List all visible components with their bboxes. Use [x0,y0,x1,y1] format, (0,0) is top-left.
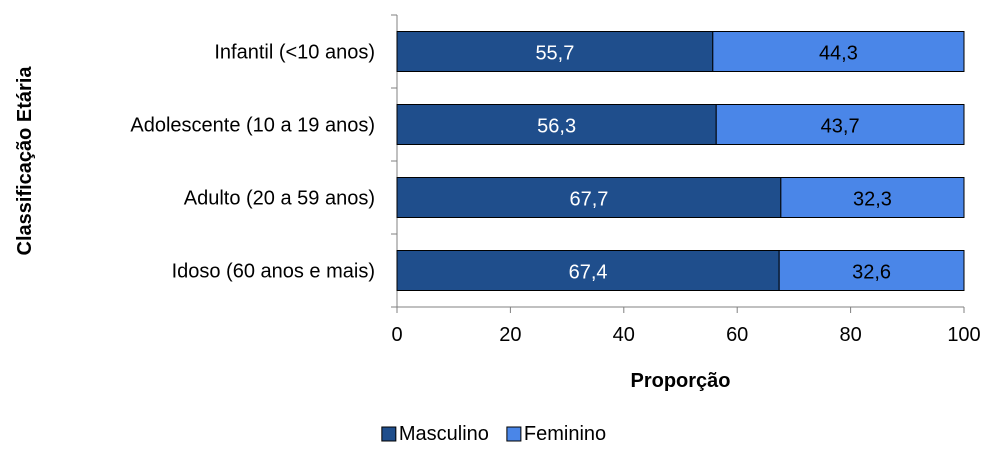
bar-segment-feminino [715,104,965,145]
y-axis-title: Classificação Etária [14,66,36,256]
data-label: 32,6 [852,262,891,284]
data-label: 56,3 [537,116,576,138]
data-label: 43,7 [821,116,860,138]
legend-item-feminino: Feminino [506,423,606,445]
bar-segment-masculino [396,104,717,145]
data-label: 55,7 [535,43,574,65]
data-label: 67,7 [569,189,608,211]
bar-segment-feminino [780,177,965,218]
data-label: 32,3 [853,189,892,211]
category-label: Infantil (<10 anos) [214,42,375,64]
bar-segment-masculino [396,31,714,72]
x-axis-title: Proporção [630,370,730,392]
bar-segment-feminino [712,31,965,72]
chart-bars: 55,7 44,3 56,3 43,7 67,7 32,3 67,4 32,6 [396,31,965,291]
bar-segment-feminino [778,250,965,291]
bar-segment-masculino [396,250,780,291]
legend: Masculino Feminino [381,423,606,445]
data-label: 44,3 [819,43,858,65]
x-tick-label: 80 [839,324,861,346]
x-tick-label: 60 [726,324,748,346]
legend-label: Feminino [524,423,606,445]
x-tick-label: 20 [499,324,521,346]
data-label: 67,4 [569,262,608,284]
legend-label: Masculino [399,423,489,445]
category-label: Idoso (60 anos e mais) [172,261,375,283]
x-tick-label: 40 [613,324,635,346]
category-label: Adulto (20 a 59 anos) [184,188,375,210]
category-labels: Infantil (<10 anos) Adolescente (10 a 19 … [130,42,375,283]
legend-swatch [381,426,397,442]
legend-item-masculino: Masculino [381,423,489,445]
x-tick-labels: 0 20 40 60 80 100 [391,324,980,346]
category-label: Adolescente (10 a 19 anos) [130,115,375,137]
legend-swatch [506,426,522,442]
x-tick-label: 0 [391,324,402,346]
x-tick-label: 100 [947,324,980,346]
bar-segment-masculino [396,177,782,218]
